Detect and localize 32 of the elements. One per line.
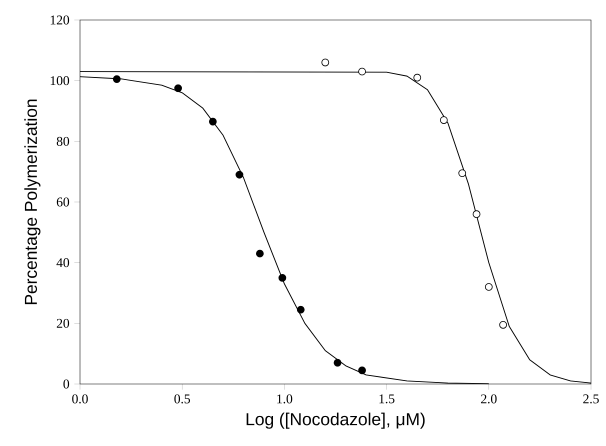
x-tick-label: 1.5 [379,394,394,404]
point [458,169,466,178]
y-tick-label: 60 [56,198,70,206]
point [334,358,342,367]
y-tick-label: 100 [50,76,70,86]
point [209,118,217,126]
point [236,170,244,179]
point [499,320,507,329]
point [278,274,286,282]
y-tick-label: 20 [56,318,70,328]
point [112,75,121,84]
x-tick-label: 2.5 [583,394,599,404]
y-tick-label: 40 [56,258,70,268]
y-tick-label: 80 [56,136,70,146]
point [358,366,366,374]
point [296,306,305,314]
y-tick-label: 120 [50,16,70,24]
point [321,58,330,66]
point [174,84,182,92]
point [472,210,480,218]
point [358,68,366,76]
x-tick-label: 0.5 [174,394,190,404]
x-axis-title: Log ([Nocodazole], μM) [246,412,425,429]
x-tick-label: 0.0 [72,394,88,404]
point [484,283,493,291]
x-tick-label: 2.0 [481,394,497,404]
point [440,116,448,124]
y-tick-label: 0 [63,380,70,388]
point [256,250,264,258]
point [413,74,422,82]
x-tick-label: 1.0 [277,394,292,404]
y-axis-title: Percentage Polymerization [24,100,40,304]
